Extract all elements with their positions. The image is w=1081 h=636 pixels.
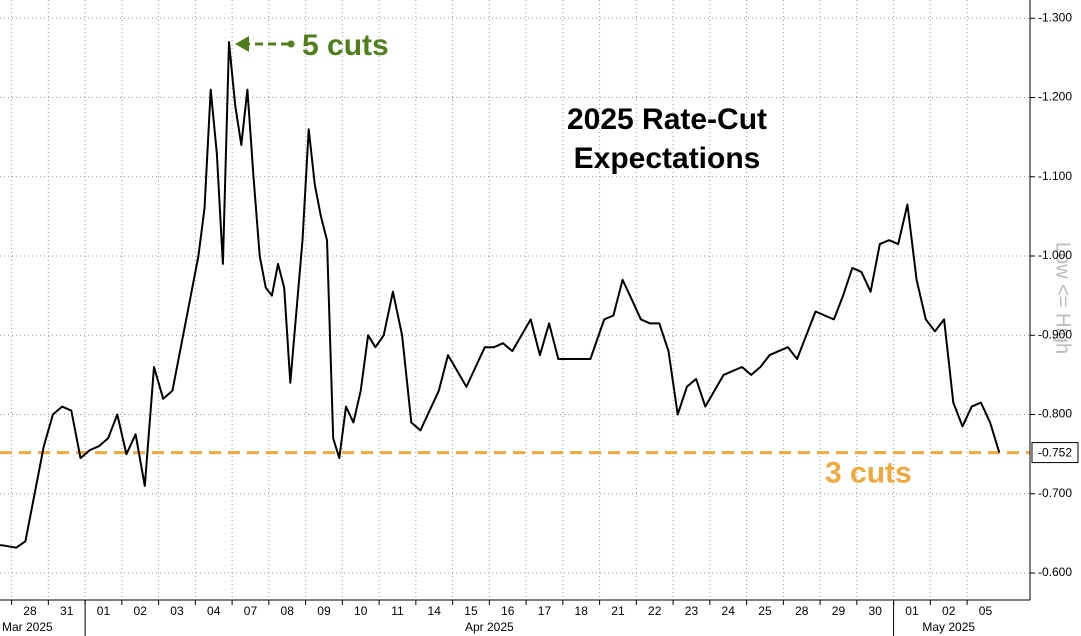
month-label: May 2025 xyxy=(922,620,975,634)
month-label: Mar 2025 xyxy=(2,620,53,634)
x-tick-label: 15 xyxy=(464,604,478,618)
x-tick-label: 01 xyxy=(97,604,111,618)
chart-title: Expectations xyxy=(574,142,761,175)
grid xyxy=(0,0,1030,600)
last-value-box xyxy=(1031,442,1079,464)
month-label: Apr 2025 xyxy=(465,620,514,634)
x-tick-label: 02 xyxy=(942,604,956,618)
y-axis-label: Low <= High xyxy=(1052,242,1074,354)
annotation-dot xyxy=(287,40,295,48)
x-tick-label: 02 xyxy=(134,604,148,618)
y-tick-label: -1.200 xyxy=(1038,90,1072,104)
x-tick-label: 18 xyxy=(575,604,589,618)
x-tick-label: 17 xyxy=(538,604,552,618)
x-tick-label: 31 xyxy=(60,604,74,618)
series-line xyxy=(0,41,1001,549)
x-tick-label: 29 xyxy=(832,604,846,618)
x-tick-label: 04 xyxy=(207,604,221,618)
y-tick-label: -1.100 xyxy=(1038,169,1072,183)
x-tick-label: 11 xyxy=(391,604,404,618)
x-tick-label: 25 xyxy=(758,604,772,618)
x-tick-label: 24 xyxy=(722,604,736,618)
y-tick-label: -1.300 xyxy=(1038,10,1072,24)
x-tick-label: 10 xyxy=(354,604,368,618)
x-tick-label: 09 xyxy=(317,604,331,618)
last-value-label: -0.752 xyxy=(1038,446,1072,460)
x-tick-label: 07 xyxy=(244,604,258,618)
x-tick-label: 22 xyxy=(648,604,662,618)
y-tick-label: -0.900 xyxy=(1038,327,1072,341)
chart-title: 2025 Rate-Cut xyxy=(567,103,767,136)
x-tick-label: 01 xyxy=(905,604,919,618)
y-tick-label: -1.000 xyxy=(1038,248,1072,262)
annotations: 3 cuts 5 cuts xyxy=(235,29,912,489)
x-tick-label: 28 xyxy=(795,604,809,618)
annotation-arrowhead xyxy=(235,36,250,53)
x-tick-label: 30 xyxy=(869,604,883,618)
x-tick-label: 08 xyxy=(281,604,295,618)
y-tick-label: -0.800 xyxy=(1038,407,1072,421)
y-tick-label: -0.700 xyxy=(1038,486,1072,500)
x-tick-label: 05 xyxy=(979,604,993,618)
x-tick-label: 16 xyxy=(501,604,515,618)
annotation-label: 5 cuts xyxy=(302,29,389,62)
x-tick-label: 23 xyxy=(685,604,699,618)
x-tick-label: 14 xyxy=(428,604,442,618)
x-tick-label: 03 xyxy=(170,604,184,618)
y-tick-label: -0.600 xyxy=(1038,565,1072,579)
x-tick-label: 21 xyxy=(611,604,625,618)
reference-label: 3 cuts xyxy=(825,456,912,489)
plot-area xyxy=(0,41,1030,549)
x-tick-label: 28 xyxy=(23,604,37,618)
